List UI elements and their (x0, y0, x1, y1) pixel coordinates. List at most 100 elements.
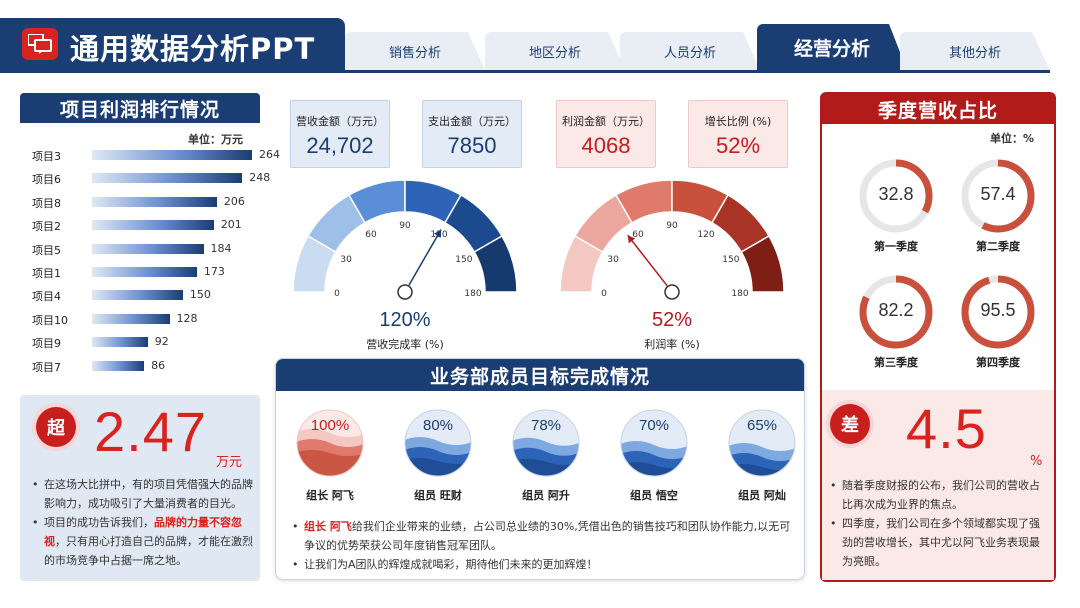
member-percent: 65% (746, 417, 778, 434)
member-name: 组员 旺财 (414, 489, 462, 502)
bar (92, 313, 170, 324)
quarter-ring-progress (961, 159, 1035, 233)
bar-label: 项目7 (32, 360, 61, 374)
gauge-tick-label: 90 (399, 221, 411, 231)
gap-unit: % (1030, 454, 1043, 469)
team-note-1-text: 给我们企业带来的业绩，占公司总业绩的30%,凭借出色的销售技巧和团队协作能力,以… (304, 520, 791, 552)
bar-row: 项目8 206 (32, 194, 262, 210)
member-progress-ring (620, 409, 688, 477)
tab-region[interactable]: 地区分析 (485, 32, 625, 70)
kpi-growth-value: 52% (715, 133, 761, 158)
quarter-value: 32.8 (878, 184, 914, 204)
gauge-tick-label: 30 (340, 255, 352, 265)
member-item: 65% 组员 阿灿 (726, 407, 798, 502)
profit-ranking-title: 项目利润排行情况 (20, 93, 260, 123)
gauge-tick-label: 150 (722, 255, 739, 265)
quarter-item: 95.5 第四季度 (960, 274, 1036, 369)
quarter-item: 82.2 第三季度 (858, 274, 934, 369)
quarter-label: 第三季度 (874, 356, 918, 369)
tab-staff[interactable]: 人员分析 (620, 32, 760, 70)
bar-value: 128 (176, 311, 198, 325)
bar-row: 项目3 264 (32, 147, 280, 163)
kpi-expense: 支出金额（万元） 7850 (422, 100, 522, 168)
bar-label: 项目9 (32, 337, 61, 351)
member-ring-border (296, 409, 364, 477)
tab-operations[interactable]: 经营分析 (757, 24, 907, 70)
header-underline (0, 70, 1050, 73)
bar-row: 项目4 150 (32, 287, 262, 303)
quarter-item: 57.4 第二季度 (960, 158, 1036, 253)
quarter-label: 第二季度 (976, 240, 1020, 253)
exceed-number: 2.47 (94, 400, 207, 463)
profit-rate-gauge: 0 30 60 90 120 150 180 (559, 180, 785, 300)
profit-rate-gauge-value: 52% (651, 309, 693, 331)
member-percent: 100% (310, 417, 350, 434)
quarter-share-panel: 季度营收占比 单位：% 32.8 第一季度 57.4 第二季度 82.2 第三季度 95.5… (820, 92, 1056, 582)
member-percent: 78% (530, 417, 562, 434)
gauge-needle (627, 234, 668, 287)
gauge-pivot (397, 284, 413, 300)
bar-value: 184 (210, 241, 232, 255)
profit-note-1: 在这场大比拼中，有的项目凭借强大的品牌影响力，成功吸引了大量消费者的目光。 (30, 475, 256, 513)
gauge-tick-label: 60 (365, 230, 377, 240)
exceed-badge: 超 (36, 407, 76, 447)
bar (92, 173, 243, 184)
gap-badge: 差 (830, 404, 870, 444)
gauge-tick-label: 120 (697, 230, 714, 240)
bar-label: 项目1 (32, 267, 61, 280)
bar-row: 项目5 184 (32, 241, 262, 257)
bar (92, 220, 214, 231)
gauge-tick-label: 30 (607, 255, 619, 265)
bar-value: 173 (203, 265, 225, 278)
quarter-value: 57.4 (980, 184, 1016, 204)
kpi-profit-value: 4068 (581, 133, 631, 158)
bar-label: 项目3 (32, 150, 61, 163)
gauge-tick-label: 150 (455, 255, 472, 265)
quarter-label: 第一季度 (874, 240, 918, 253)
chat-bubbles-icon (22, 28, 58, 60)
profit-ranking-panel: 项目利润排行情况 单位：万元 项目3 264 项目6 248 项目8 206 项目2 201 项… (20, 93, 280, 581)
bar-row: 项目1 173 (32, 264, 262, 280)
quarter-item: 32.8 第一季度 (858, 158, 934, 253)
gauge-tick-label: 0 (601, 289, 607, 299)
team-note-1-highlight: 组长 阿飞 (304, 520, 352, 533)
team-note-2: 让我们为A团队的辉煌成就喝彩，期待他们未来的更加辉煌！ (290, 555, 796, 574)
quarter-ring-progress (961, 275, 1035, 349)
member-name: 组员 阿升 (522, 489, 570, 502)
profit-note-2-pre: 项目的成功告诉我们， (44, 516, 154, 529)
quarter-note-2: 四季度，我们公司在多个领域都实现了强劲的营收增长，其中尤以阿飞业务表现最为亮眼。 (828, 514, 1048, 571)
team-note-1: 组长 阿飞给我们企业带来的业绩，占公司总业绩的30%,凭借出色的销售技巧和团队协… (290, 517, 796, 555)
quarter-label: 第四季度 (976, 356, 1020, 369)
member-percent: 80% (422, 417, 454, 434)
tab-other[interactable]: 其他分析 (900, 32, 1050, 70)
gap-stat-box: 差 4.5 % 随着季度财报的公布，我们公司的营收占比再次成为业界的焦点。 四季… (822, 390, 1054, 580)
exceed-unit: 万元 (216, 455, 243, 470)
tab-sales[interactable]: 销售分析 (345, 32, 485, 70)
bar-row: 项目2 201 (32, 217, 262, 233)
kpi-revenue-value: 24,702 (306, 133, 374, 158)
kpi-expense-value: 7850 (447, 133, 497, 158)
member-ring-border (404, 409, 472, 477)
bar-label: 项目8 (32, 196, 61, 210)
bar-value: 92 (154, 335, 169, 349)
profit-note-2: 项目的成功告诉我们，品牌的力量不容忽视，只有用心打造自己的品牌，才能在激烈的市场… (30, 513, 256, 570)
gauge-tick-label: 0 (334, 289, 340, 299)
kpi-revenue-label: 营收金额（万元） (296, 115, 384, 128)
quarter-value: 82.2 (878, 300, 914, 320)
profit-note-2-highlight: 品牌的力量不容忽视 (44, 516, 242, 548)
bar (92, 150, 252, 160)
bar (92, 196, 217, 207)
member-ring-border (620, 409, 688, 477)
bar (92, 360, 145, 371)
member-percent: 70% (638, 417, 670, 434)
bar-row: 项目9 92 (32, 334, 262, 350)
revenue-gauge-caption: 营收完成率 (%) (366, 338, 444, 351)
bar-label: 项目6 (32, 173, 61, 187)
member-item: 80% 组员 旺财 (402, 407, 474, 502)
bar (92, 290, 183, 301)
member-progress-ring (728, 409, 796, 477)
quarter-ring (859, 275, 933, 349)
bar-value: 86 (151, 358, 166, 372)
gauge-needle-head (434, 229, 441, 238)
bar-label: 项目2 (32, 220, 61, 234)
